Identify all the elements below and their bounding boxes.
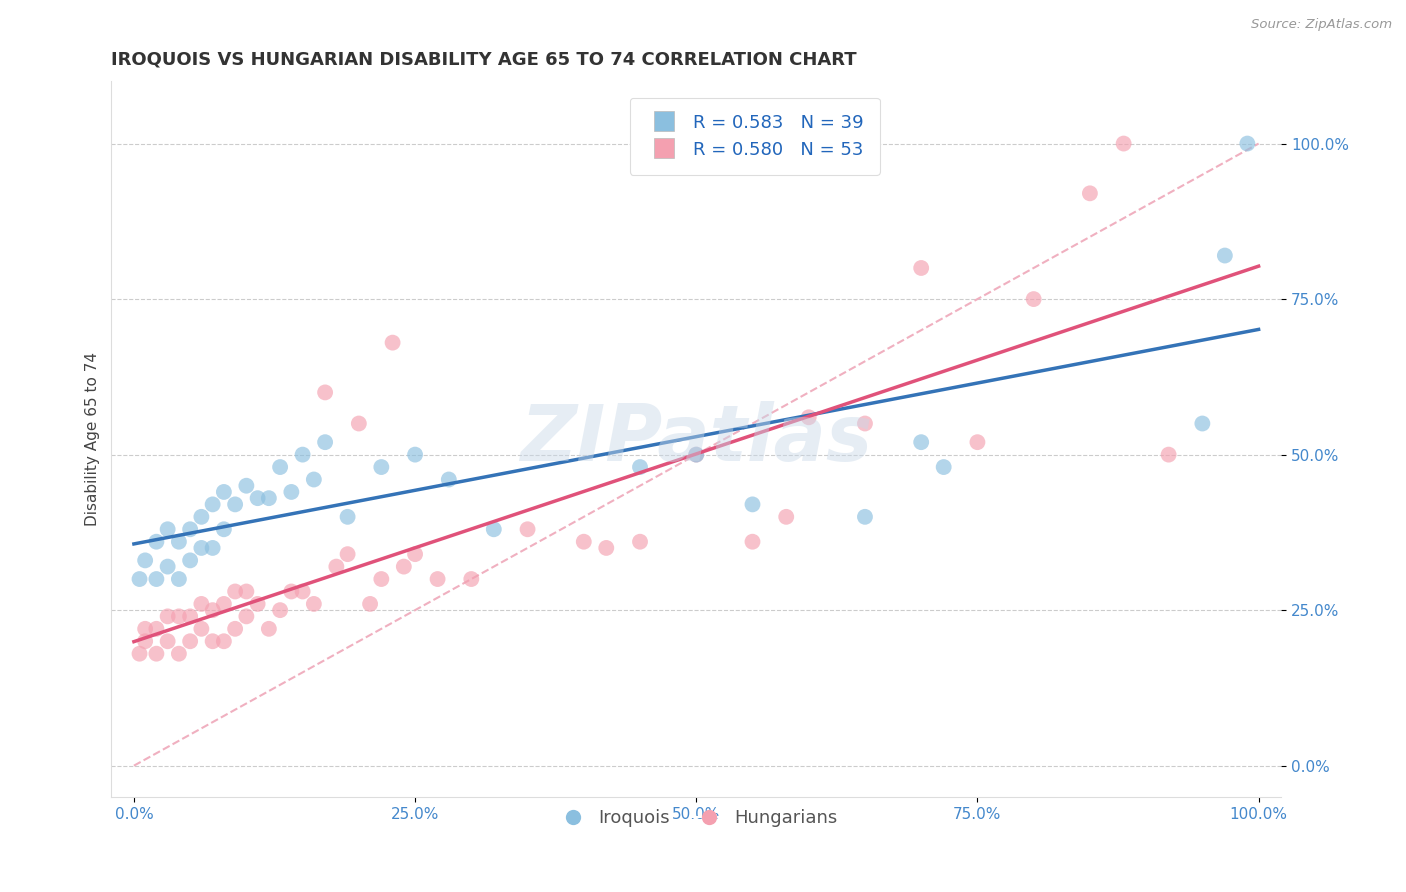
Point [1112, 136, 1135, 151]
Point [156, 634, 179, 648]
Point [224, 622, 246, 636]
Point [516, 522, 538, 536]
Point [741, 497, 763, 511]
Point [246, 491, 269, 505]
Point [201, 497, 224, 511]
Point [179, 553, 201, 567]
Point [128, 647, 150, 661]
Point [145, 647, 167, 661]
Point [775, 509, 797, 524]
Y-axis label: Disability Age 65 to 74: Disability Age 65 to 74 [86, 352, 100, 526]
Point [167, 609, 190, 624]
Point [347, 417, 370, 431]
Point [212, 597, 235, 611]
Point [179, 522, 201, 536]
Point [201, 541, 224, 555]
Point [145, 622, 167, 636]
Point [257, 491, 280, 505]
Point [336, 547, 359, 561]
Point [156, 522, 179, 536]
Point [1078, 186, 1101, 201]
Point [932, 460, 955, 475]
Point [460, 572, 482, 586]
Point [212, 522, 235, 536]
Point [167, 647, 190, 661]
Point [392, 559, 415, 574]
Point [167, 572, 190, 586]
Point [314, 385, 336, 400]
Point [179, 634, 201, 648]
Point [325, 559, 347, 574]
Point [853, 509, 876, 524]
Point [134, 622, 156, 636]
Point [370, 460, 392, 475]
Point [134, 634, 156, 648]
Point [628, 534, 651, 549]
Point [246, 597, 269, 611]
Point [628, 460, 651, 475]
Point [235, 584, 257, 599]
Point [426, 572, 449, 586]
Text: Source: ZipAtlas.com: Source: ZipAtlas.com [1251, 18, 1392, 31]
Point [128, 572, 150, 586]
Point [595, 541, 617, 555]
Point [134, 553, 156, 567]
Point [235, 479, 257, 493]
Point [235, 609, 257, 624]
Point [269, 460, 291, 475]
Point [257, 622, 280, 636]
Point [685, 448, 707, 462]
Point [314, 435, 336, 450]
Point [145, 572, 167, 586]
Point [212, 485, 235, 500]
Point [685, 448, 707, 462]
Point [190, 622, 212, 636]
Point [797, 410, 820, 425]
Point [190, 597, 212, 611]
Point [179, 609, 201, 624]
Point [269, 603, 291, 617]
Point [291, 584, 314, 599]
Point [280, 584, 302, 599]
Point [302, 597, 325, 611]
Point [404, 547, 426, 561]
Point [1236, 136, 1258, 151]
Point [370, 572, 392, 586]
Point [167, 534, 190, 549]
Text: IROQUOIS VS HUNGARIAN DISABILITY AGE 65 TO 74 CORRELATION CHART: IROQUOIS VS HUNGARIAN DISABILITY AGE 65 … [111, 51, 858, 69]
Point [156, 559, 179, 574]
Point [572, 534, 595, 549]
Point [291, 448, 314, 462]
Point [741, 534, 763, 549]
Point [910, 260, 932, 275]
Point [966, 435, 988, 450]
Point [280, 485, 302, 500]
Point [190, 541, 212, 555]
Point [190, 509, 212, 524]
Point [1157, 448, 1180, 462]
Point [381, 335, 404, 350]
Point [224, 584, 246, 599]
Point [1213, 248, 1236, 262]
Text: ZIPatlas: ZIPatlas [520, 401, 872, 477]
Point [404, 448, 426, 462]
Point [156, 609, 179, 624]
Point [201, 603, 224, 617]
Point [482, 522, 505, 536]
Point [201, 634, 224, 648]
Point [224, 497, 246, 511]
Point [853, 417, 876, 431]
Point [359, 597, 381, 611]
Point [336, 509, 359, 524]
Point [437, 473, 460, 487]
Point [145, 534, 167, 549]
Point [1022, 292, 1045, 306]
Legend: Iroquois, Hungarians: Iroquois, Hungarians [547, 802, 845, 834]
Point [1191, 417, 1213, 431]
Point [302, 473, 325, 487]
Point [910, 435, 932, 450]
Point [212, 634, 235, 648]
